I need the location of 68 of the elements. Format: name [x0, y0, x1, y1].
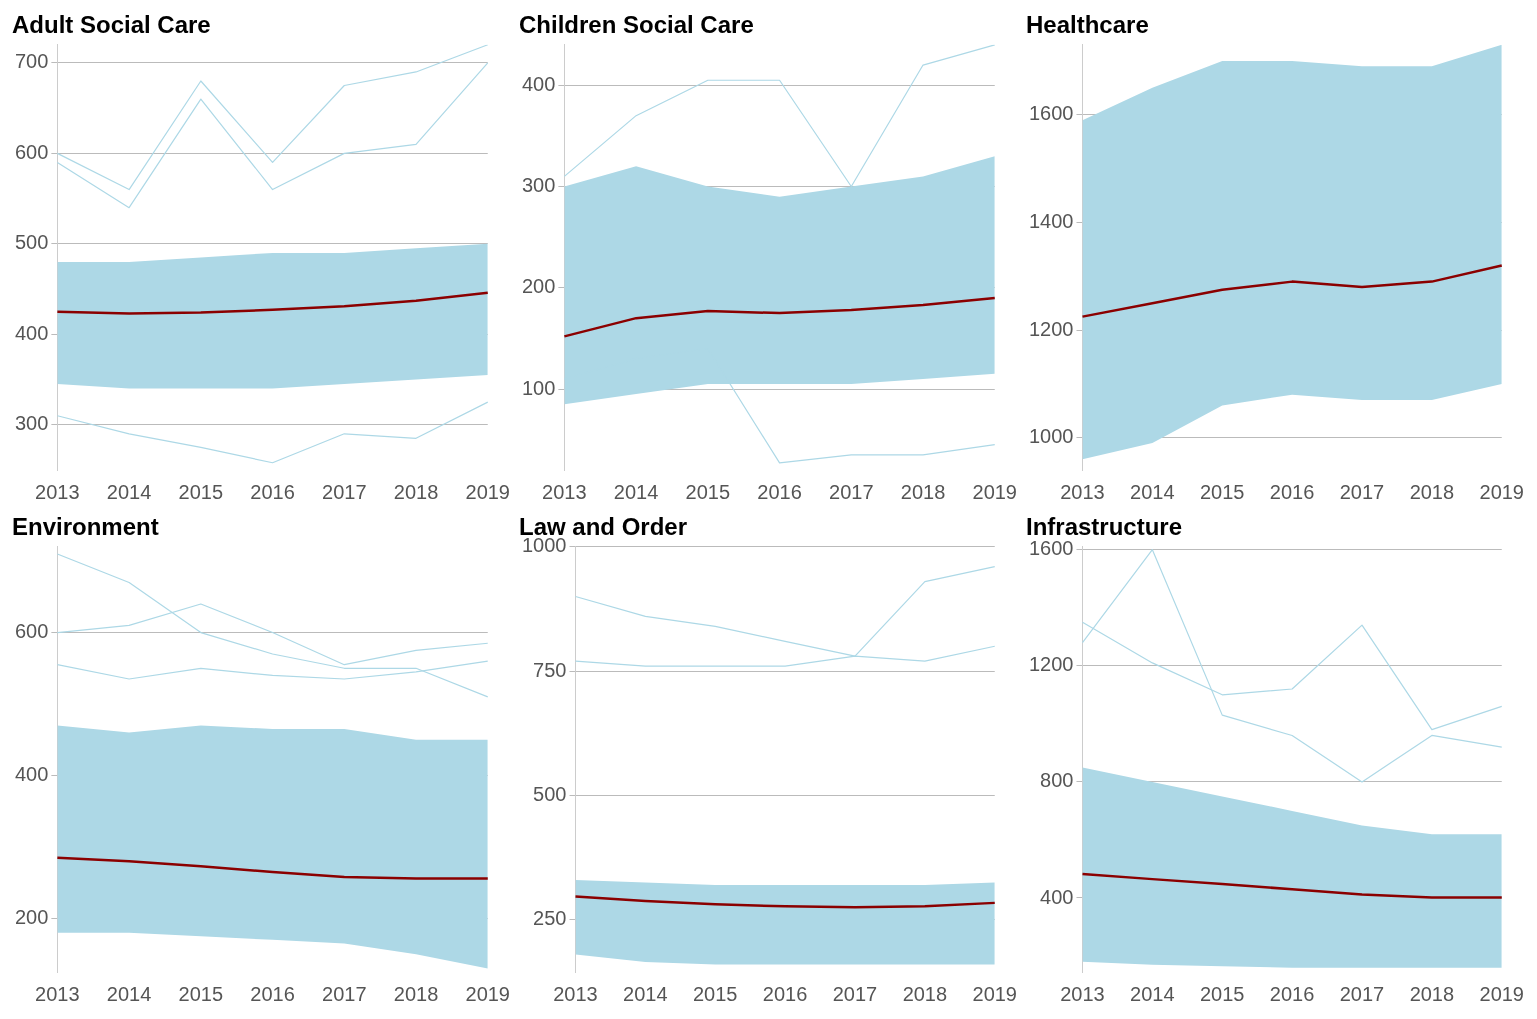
x-tick-label: 2019 — [1479, 982, 1524, 1005]
x-tick-label: 2014 — [106, 982, 152, 1005]
x-tick-label: 2019 — [972, 480, 1017, 503]
y-tick-label: 300 — [14, 412, 49, 435]
x-tick-label: 2016 — [757, 480, 802, 503]
y-tick-label: 400 — [14, 762, 49, 785]
y-tick-label: 1400 — [1028, 209, 1074, 232]
y-tick-label: 200 — [521, 275, 556, 298]
x-tick-label: 2018 — [902, 982, 948, 1005]
x-tick-label: 2013 — [1060, 982, 1105, 1005]
x-tick-label: 2018 — [900, 480, 946, 503]
chart-title: Environment — [12, 513, 159, 541]
x-tick-label: 2015 — [178, 480, 224, 503]
x-tick-label: 2016 — [250, 982, 295, 1005]
y-tick-label: 1000 — [1028, 425, 1074, 448]
x-tick-label: 2017 — [829, 480, 874, 503]
x-tick-label: 2015 — [178, 982, 224, 1005]
y-tick-label: 200 — [14, 905, 49, 928]
y-tick-label: 250 — [533, 907, 567, 930]
x-tick-label: 2018 — [1409, 982, 1455, 1005]
x-tick-label: 2018 — [1409, 480, 1455, 503]
x-tick-label: 2019 — [972, 982, 1017, 1005]
x-tick-label: 2015 — [1200, 982, 1245, 1005]
y-tick-label: 1200 — [1028, 317, 1074, 340]
y-tick-label: 700 — [14, 50, 49, 73]
x-tick-label: 2017 — [1339, 480, 1385, 503]
x-tick-label: 2013 — [1060, 480, 1105, 503]
x-tick-label: 2016 — [250, 480, 295, 503]
x-tick-label: 2015 — [685, 480, 731, 503]
x-tick-label: 2019 — [465, 982, 510, 1005]
x-tick-label: 2015 — [693, 982, 738, 1005]
y-tick-label: 300 — [521, 174, 556, 197]
x-tick-label: 2013 — [35, 480, 80, 503]
x-tick-label: 2016 — [1269, 480, 1315, 503]
x-tick-label: 2014 — [613, 480, 659, 503]
chart-title: Children Social Care — [519, 11, 754, 39]
x-tick-label: 2017 — [322, 480, 367, 503]
x-tick-label: 2014 — [1130, 480, 1175, 503]
y-tick-label: 500 — [14, 231, 49, 254]
y-tick-label: 800 — [1040, 769, 1074, 792]
chart-title: Adult Social Care — [12, 11, 211, 39]
x-tick-label: 2014 — [106, 480, 152, 503]
x-tick-label: 2016 — [1269, 982, 1315, 1005]
y-tick-label: 400 — [14, 321, 49, 344]
chart-title: Healthcare — [1026, 11, 1149, 39]
x-tick-label: 2013 — [35, 982, 80, 1005]
y-tick-label: 750 — [533, 658, 567, 681]
y-tick-label: 1200 — [1028, 653, 1074, 676]
x-tick-label: 2014 — [623, 982, 668, 1005]
y-tick-label: 400 — [1040, 885, 1074, 908]
x-tick-label: 2013 — [542, 480, 587, 503]
x-tick-label: 2017 — [322, 982, 367, 1005]
x-tick-label: 2017 — [1339, 982, 1385, 1005]
y-tick-label: 400 — [521, 72, 556, 95]
y-tick-label: 500 — [533, 782, 567, 805]
x-tick-label: 2014 — [1130, 982, 1175, 1005]
y-tick-label: 600 — [14, 620, 49, 643]
x-tick-label: 2017 — [832, 982, 878, 1005]
x-tick-label: 2015 — [1200, 480, 1245, 503]
y-tick-label: 1600 — [1028, 102, 1074, 125]
x-tick-label: 2013 — [553, 982, 598, 1005]
x-tick-label: 2019 — [1479, 480, 1524, 503]
x-tick-label: 2018 — [393, 982, 439, 1005]
x-tick-label: 2019 — [465, 480, 510, 503]
y-tick-label: 600 — [14, 140, 49, 163]
x-tick-label: 2016 — [762, 982, 808, 1005]
x-tick-label: 2018 — [393, 480, 439, 503]
y-tick-label: 100 — [521, 376, 556, 399]
